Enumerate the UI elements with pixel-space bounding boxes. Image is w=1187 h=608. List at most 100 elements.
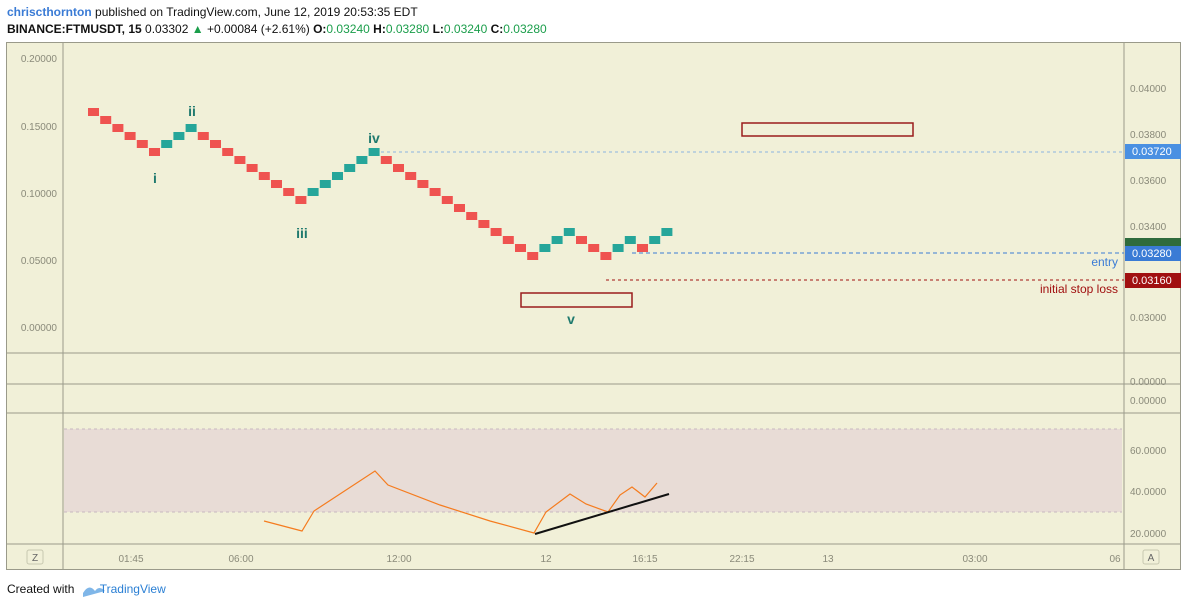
wave-ii-label: ii [188,103,196,119]
renko-brick-up [624,236,636,244]
time-label: 22:15 [729,554,754,565]
published-text: published on TradingView.com, June 12, 2… [95,5,418,19]
renko-brick-down [466,212,478,220]
renko-brick-down [515,244,526,252]
renko-brick-up [368,148,380,156]
target-price-badge [1125,144,1181,159]
renko-brick-up [319,180,331,188]
time-label: 06 [1109,554,1121,565]
renko-brick-up [356,156,368,164]
renko-brick-up [173,132,185,140]
left-tick: 0.10000 [21,189,58,200]
right-tick: 0.03000 [1130,313,1167,324]
renko-brick-up [661,228,673,236]
target-box[interactable] [741,122,914,137]
left-tick: 0.15000 [21,122,58,133]
renko-brick-up [344,164,356,172]
rsi-tick: 20.0000 [1130,529,1167,540]
zoom-button-label: Z [32,553,38,564]
right-tick: 0.00000 [1130,377,1167,388]
renko-brick-up [185,124,197,132]
renko-brick-down [283,188,295,196]
current-price-badge [1125,238,1181,246]
renko-brick-down [222,148,234,156]
rsi-tick: 60.0000 [1130,446,1167,457]
rsi-tick: 40.0000 [1130,487,1167,498]
renko-brick-down [454,204,465,212]
time-label: 16:15 [632,554,657,565]
wave-v-label: v [567,311,575,327]
renko-bricks [88,108,673,260]
renko-brick-down [405,172,417,180]
right-tick: 0.00000 [1130,396,1167,407]
auto-scale-button-label: A [1148,553,1155,564]
renko-brick-down [588,244,600,252]
renko-brick-down [149,148,160,156]
low-label: L: [432,22,444,36]
open-value: 0.03240 [326,22,370,36]
entry-label: entry [1091,255,1118,269]
rsi-trendline[interactable] [534,493,670,535]
wave-iii-label: iii [296,225,308,241]
left-tick: 0.00000 [21,323,58,334]
renko-brick-down [112,124,124,132]
created-with-text: Created with [7,582,75,596]
change-value: +0.00084 (+2.61%) [206,22,310,36]
wave-v-box[interactable] [520,292,633,308]
left-tick: 0.20000 [21,54,58,65]
symbol-label[interactable]: BINANCE:FTMUSDT, 15 [7,22,142,36]
renko-brick-down [478,220,490,228]
renko-brick-down [100,116,112,124]
target-price: 0.03720 [1132,146,1172,158]
renko-brick-down [197,132,209,140]
renko-brick-down [246,164,258,172]
renko-brick-down [234,156,246,164]
right-tick: 0.04000 [1130,84,1167,95]
entry-price: 0.03280 [1132,248,1172,260]
renko-brick-down [271,180,282,188]
publish-info: chriscthornton published on TradingView.… [7,5,418,19]
time-label: 03:00 [962,554,987,565]
time-label: 12 [540,554,552,565]
tradingview-logo-icon [83,587,105,597]
stop-loss-label: initial stop loss [1040,282,1118,296]
close-label: C: [490,22,504,36]
renko-brick-down [576,236,587,244]
rsi-line [263,470,658,534]
ohlc-legend: BINANCE:FTMUSDT, 15 0.03302 ▲ +0.00084 (… [7,22,547,36]
wave-i-label: i [153,170,157,186]
zoom-button[interactable] [26,549,44,565]
renko-brick-down [527,252,539,260]
close-value: 0.03280 [503,22,547,36]
time-label: 12:00 [386,554,411,565]
author-link[interactable]: chriscthornton [7,5,92,19]
renko-brick-up [161,140,173,148]
renko-brick-down [393,164,404,172]
renko-brick-down [637,244,648,252]
renko-brick-up [612,244,624,252]
renko-brick-down [600,252,612,260]
time-label: 13 [822,554,834,565]
open-label: O: [313,22,327,36]
renko-brick-down [136,140,148,148]
renko-brick-up [539,244,551,252]
low-value: 0.03240 [443,22,488,36]
renko-brick-down [124,132,136,140]
renko-brick-up [307,188,319,196]
entry-price-badge [1125,246,1181,261]
renko-brick-down [502,236,514,244]
right-tick: 0.03600 [1130,176,1167,187]
high-label: H: [373,22,386,36]
renko-brick-down [490,228,502,236]
stop-price-badge [1125,273,1181,288]
renko-brick-down [88,108,99,116]
renko-brick-up [649,236,661,244]
auto-scale-button[interactable] [1142,549,1160,565]
stop-price: 0.03160 [1132,275,1172,287]
footer: Created with TradingView [7,582,166,596]
wave-iv-label: iv [368,130,380,146]
renko-brick-up [563,228,575,236]
tradingview-brand[interactable]: TradingView [99,582,166,596]
rsi-band [64,429,1122,512]
